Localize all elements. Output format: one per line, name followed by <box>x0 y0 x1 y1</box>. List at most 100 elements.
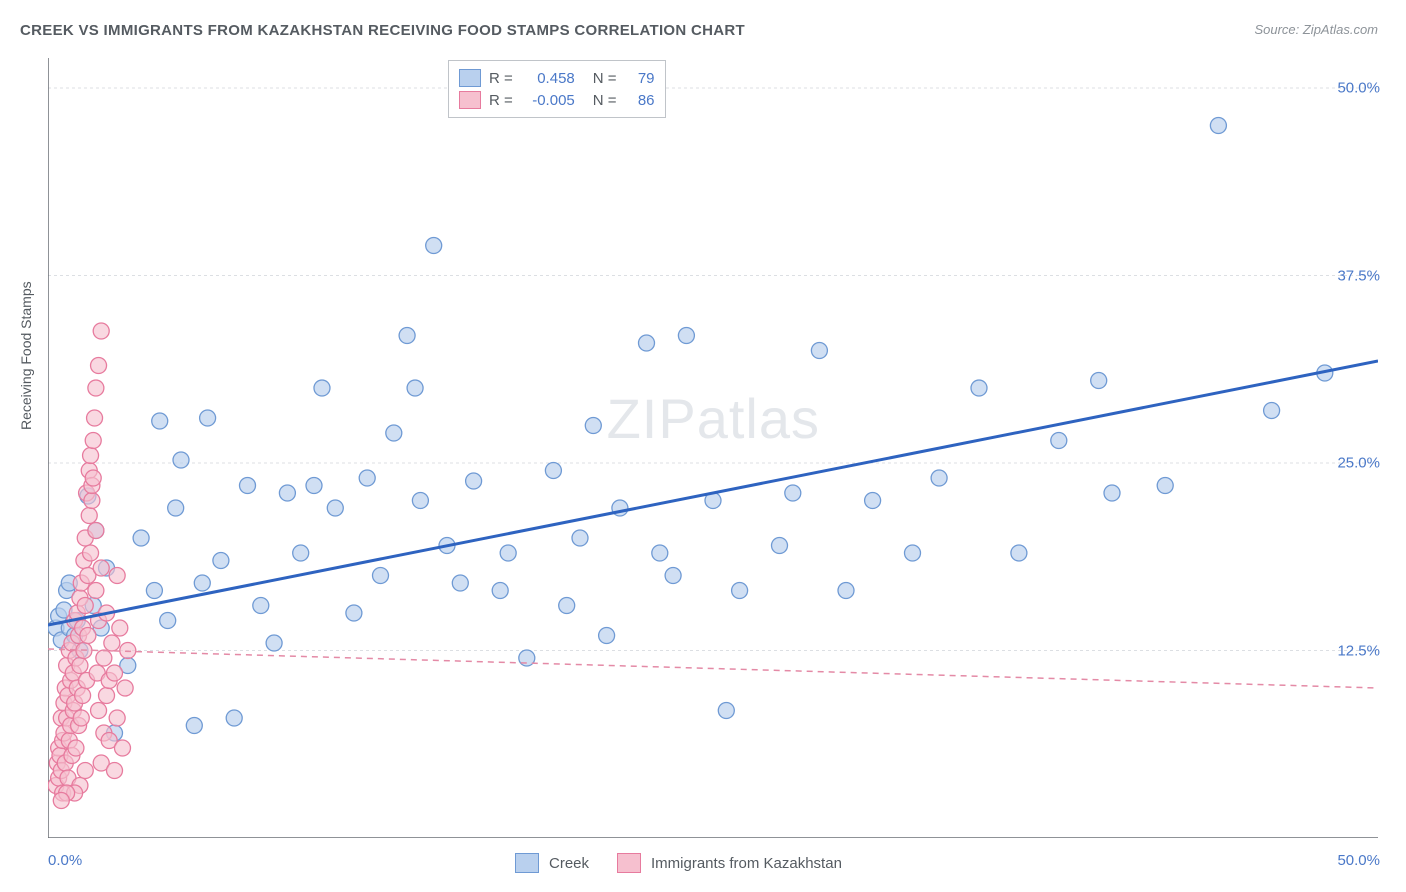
data-point-kazakhstan <box>81 508 97 524</box>
legend-series-label: Creek <box>549 855 589 872</box>
data-point-creek <box>226 710 242 726</box>
legend-r-value: 0.458 <box>521 70 575 87</box>
data-point-creek <box>152 413 168 429</box>
data-point-creek <box>732 583 748 599</box>
legend-n-value: 86 <box>625 92 655 109</box>
data-point-creek <box>971 380 987 396</box>
chart-title: CREEK VS IMMIGRANTS FROM KAZAKHSTAN RECE… <box>20 22 745 39</box>
y-tick-label: 37.5% <box>1337 267 1380 284</box>
data-point-creek <box>785 485 801 501</box>
data-point-kazakhstan <box>80 628 96 644</box>
data-point-creek <box>373 568 389 584</box>
data-point-creek <box>559 598 575 614</box>
data-point-kazakhstan <box>83 545 99 561</box>
data-point-creek <box>253 598 269 614</box>
data-point-creek <box>1104 485 1120 501</box>
data-point-kazakhstan <box>87 410 103 426</box>
trend-line-kazakhstan <box>48 649 1378 688</box>
legend-n-value: 79 <box>625 70 655 87</box>
scatter-plot <box>48 58 1378 838</box>
data-point-creek <box>639 335 655 351</box>
swatch-icon <box>459 69 481 87</box>
data-point-creek <box>452 575 468 591</box>
data-point-kazakhstan <box>88 583 104 599</box>
data-point-kazakhstan <box>91 358 107 374</box>
data-point-kazakhstan <box>73 710 89 726</box>
data-point-kazakhstan <box>93 560 109 576</box>
y-tick-label: 50.0% <box>1337 80 1380 97</box>
legend-series-label: Immigrants from Kazakhstan <box>651 855 842 872</box>
data-point-kazakhstan <box>114 740 130 756</box>
data-point-creek <box>500 545 516 561</box>
data-point-creek <box>1091 373 1107 389</box>
data-point-creek <box>492 583 508 599</box>
legend-row-creek: R = 0.458 N = 79 <box>459 67 655 89</box>
data-point-kazakhstan <box>117 680 133 696</box>
data-point-creek <box>718 703 734 719</box>
data-point-creek <box>466 473 482 489</box>
data-point-creek <box>412 493 428 509</box>
data-point-creek <box>279 485 295 501</box>
data-point-creek <box>213 553 229 569</box>
data-point-creek <box>678 328 694 344</box>
source-label: Source: ZipAtlas.com <box>1254 22 1378 37</box>
data-point-kazakhstan <box>109 568 125 584</box>
data-point-kazakhstan <box>96 650 112 666</box>
legend-r-label: R = <box>489 70 513 87</box>
data-point-kazakhstan <box>53 793 69 809</box>
data-point-creek <box>186 718 202 734</box>
data-point-kazakhstan <box>88 523 104 539</box>
legend-r-value: -0.005 <box>521 92 575 109</box>
data-point-creek <box>160 613 176 629</box>
data-point-creek <box>194 575 210 591</box>
data-point-creek <box>240 478 256 494</box>
data-point-creek <box>905 545 921 561</box>
swatch-icon <box>459 91 481 109</box>
data-point-creek <box>399 328 415 344</box>
legend-row-kazakhstan: R =-0.005N =86 <box>459 89 655 111</box>
data-point-creek <box>314 380 330 396</box>
data-point-kazakhstan <box>112 620 128 636</box>
data-point-creek <box>1157 478 1173 494</box>
data-point-kazakhstan <box>104 635 120 651</box>
data-point-kazakhstan <box>77 598 93 614</box>
data-point-creek <box>931 470 947 486</box>
data-point-creek <box>652 545 668 561</box>
data-point-creek <box>346 605 362 621</box>
data-point-creek <box>811 343 827 359</box>
data-point-creek <box>545 463 561 479</box>
data-point-kazakhstan <box>107 763 123 779</box>
data-point-kazakhstan <box>72 658 88 674</box>
data-point-creek <box>599 628 615 644</box>
data-point-kazakhstan <box>83 448 99 464</box>
data-point-kazakhstan <box>99 688 115 704</box>
data-point-creek <box>359 470 375 486</box>
data-point-creek <box>585 418 601 434</box>
data-point-kazakhstan <box>84 493 100 509</box>
data-point-kazakhstan <box>85 470 101 486</box>
data-point-kazakhstan <box>75 688 91 704</box>
data-point-kazakhstan <box>109 710 125 726</box>
data-point-creek <box>1011 545 1027 561</box>
y-axis-label: Receiving Food Stamps <box>18 281 34 430</box>
data-point-creek <box>572 530 588 546</box>
y-tick-label: 25.0% <box>1337 455 1380 472</box>
data-point-creek <box>772 538 788 554</box>
legend-series: Creek Immigrants from Kazakhstan <box>515 853 860 873</box>
x-tick-label: 50.0% <box>1337 852 1380 869</box>
legend-correlation: R =0.458N =79R =-0.005N =86 <box>448 60 666 118</box>
data-point-creek <box>407 380 423 396</box>
data-point-creek <box>173 452 189 468</box>
legend-n-label: N = <box>593 70 617 87</box>
data-point-creek <box>306 478 322 494</box>
data-point-creek <box>1264 403 1280 419</box>
data-point-kazakhstan <box>93 323 109 339</box>
data-point-creek <box>168 500 184 516</box>
legend-r-label: R = <box>489 92 513 109</box>
data-point-creek <box>327 500 343 516</box>
data-point-creek <box>200 410 216 426</box>
data-point-creek <box>133 530 149 546</box>
x-tick-label: 0.0% <box>48 852 82 869</box>
data-point-creek <box>146 583 162 599</box>
data-point-creek <box>1051 433 1067 449</box>
